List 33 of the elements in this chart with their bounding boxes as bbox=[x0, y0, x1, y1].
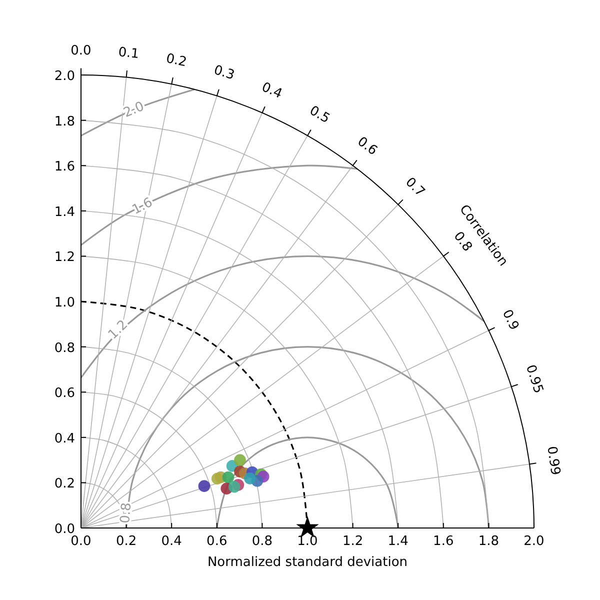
x-tick-label: 0.6 bbox=[206, 534, 228, 549]
y-tick-label: 0.4 bbox=[54, 431, 75, 446]
y-tick-label: 1.6 bbox=[54, 160, 75, 175]
x-tick-label: 0.8 bbox=[252, 534, 273, 549]
annotation: 0.4 bbox=[259, 80, 284, 102]
y-tick-label: 0.6 bbox=[54, 386, 75, 402]
text: 0.1 bbox=[118, 45, 140, 62]
annotation: 0.5 bbox=[306, 103, 332, 127]
annotation: 0.3 bbox=[212, 62, 236, 84]
x-tick-label: 1.2 bbox=[342, 534, 364, 549]
y-tick-label: 1.8 bbox=[54, 114, 75, 130]
x-tick-label: 1.8 bbox=[478, 534, 500, 549]
x-tick-label: 1.4 bbox=[388, 534, 408, 549]
x-tick-label: 0.2 bbox=[116, 534, 137, 549]
y-tick-label: 0.2 bbox=[54, 476, 75, 492]
x-tick-label: 1.6 bbox=[433, 534, 454, 549]
x-tick-label: 1.0 bbox=[297, 534, 318, 549]
text: 0.0 bbox=[70, 44, 92, 59]
text: 0.2 bbox=[164, 51, 188, 70]
y-tick-label: 0.8 bbox=[54, 340, 75, 356]
x-axis-title: Normalized standard deviation bbox=[207, 555, 408, 570]
annotation: 0.9 bbox=[498, 308, 522, 333]
x-tick-label: 0.4 bbox=[161, 534, 182, 549]
text: 0.99 bbox=[544, 445, 563, 476]
annotation: 0.95 bbox=[522, 363, 546, 396]
y-tick-label: 1.2 bbox=[54, 250, 75, 266]
annotation: 0.7 bbox=[402, 174, 428, 200]
annotation: 0.6 bbox=[354, 134, 380, 159]
y-tick-label: 2.0 bbox=[54, 69, 75, 84]
y-tick-label: 1.4 bbox=[54, 204, 75, 220]
x-tick-label: 0.0 bbox=[70, 534, 92, 549]
y-tick-label: 1.0 bbox=[54, 296, 75, 310]
x-tick-label: 2.0 bbox=[524, 534, 544, 549]
